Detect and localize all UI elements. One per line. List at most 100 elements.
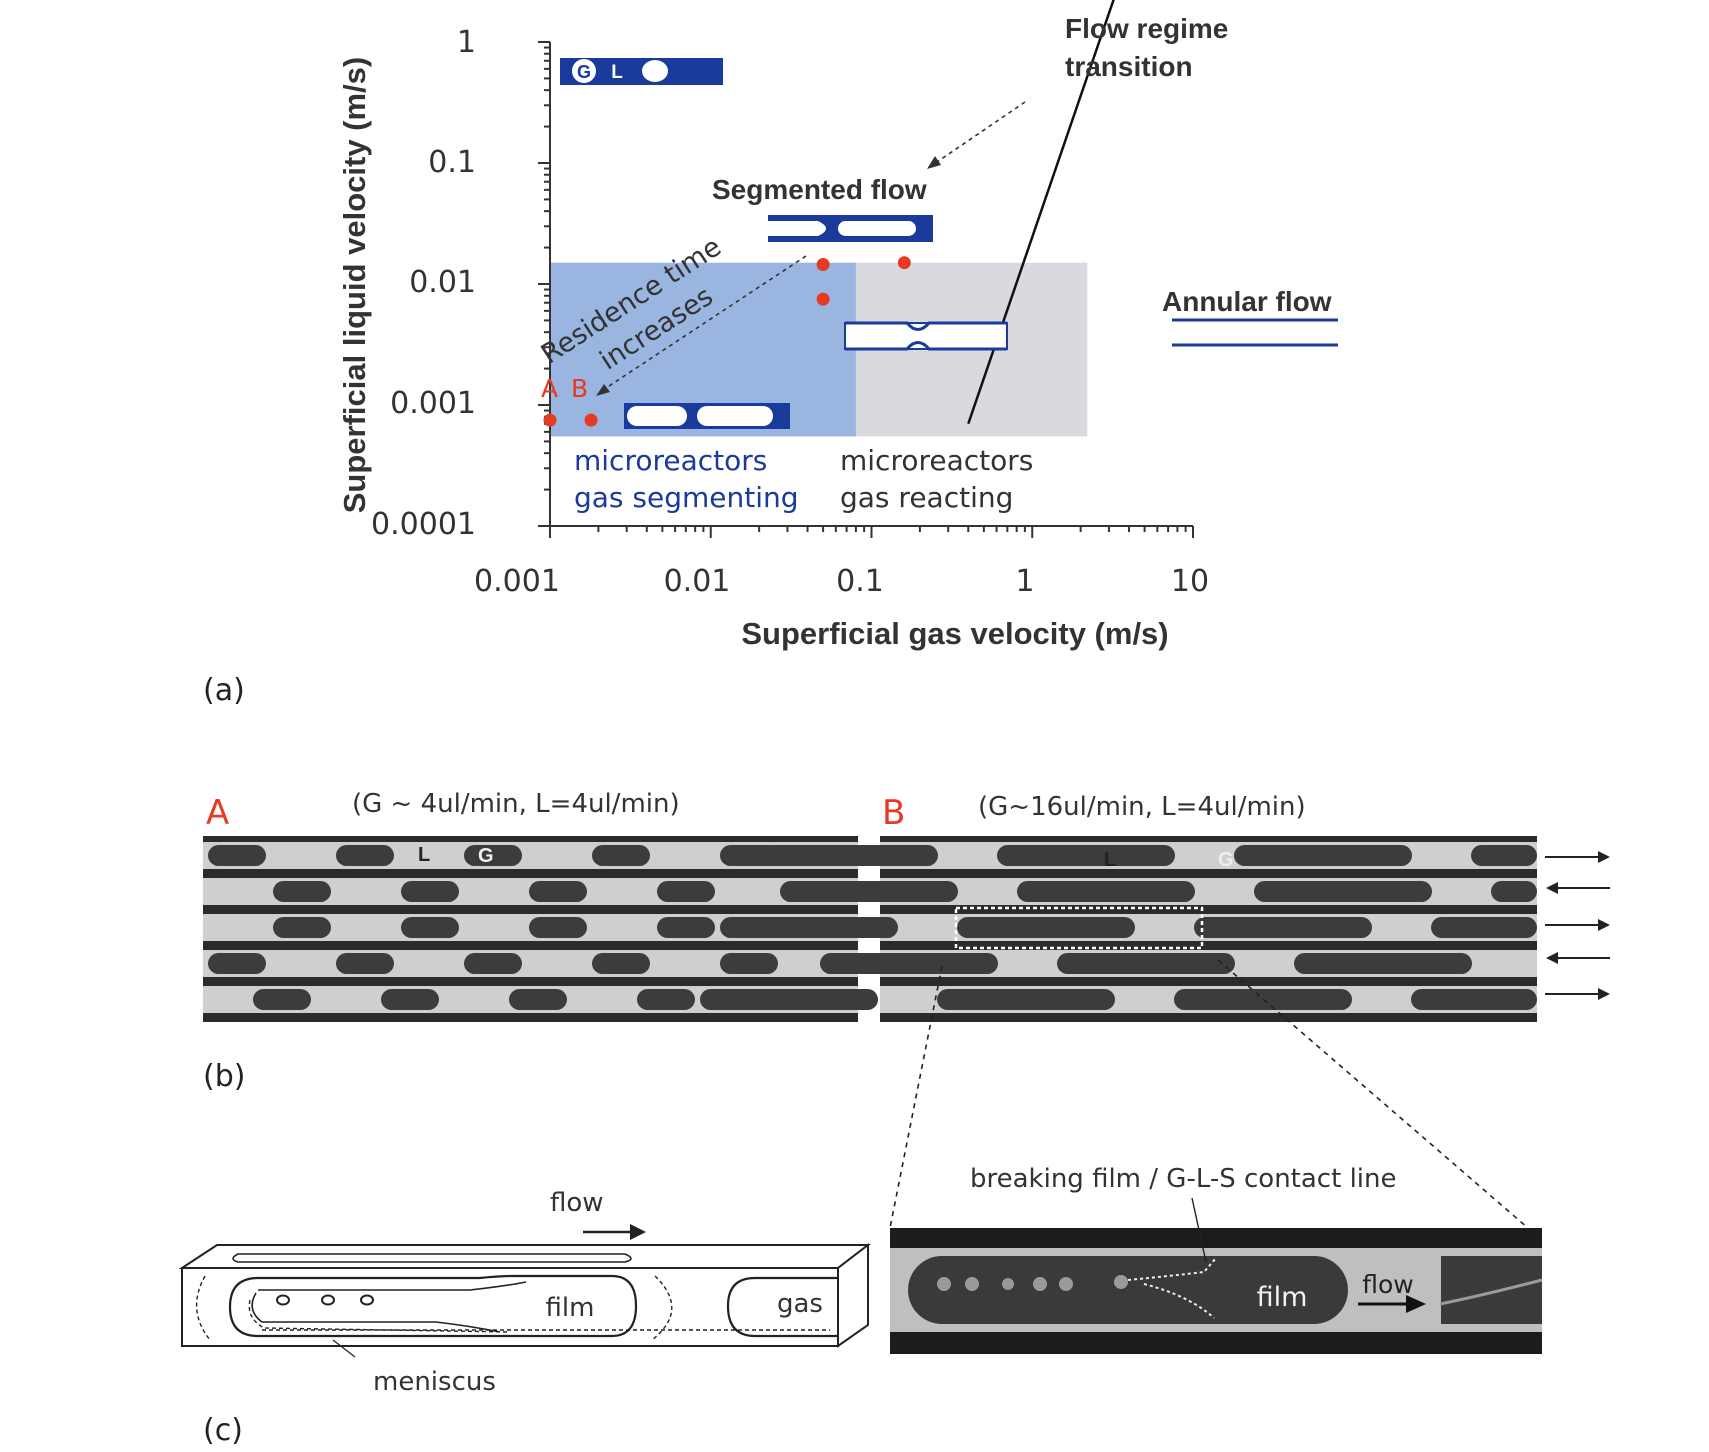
gas-plug — [760, 845, 938, 866]
y-tick-label: 0.1 — [428, 145, 476, 180]
gas-plug — [336, 845, 394, 866]
photo-a-title: (G ~ 4ul/min, L=4ul/min) — [352, 789, 680, 819]
chart-axes — [538, 41, 1194, 538]
gas-plug — [820, 953, 998, 974]
photo-b-letter: B — [882, 793, 905, 833]
panel-c-label: (c) — [203, 1413, 243, 1448]
gas-plug — [1491, 881, 1537, 902]
x-tick-label: 1 — [1015, 564, 1034, 599]
gas-plug — [208, 845, 266, 866]
x-tick-label: 0.001 — [474, 564, 560, 599]
segmenting-label-line1: microreactors — [574, 444, 767, 477]
zoom-projection-lines — [889, 959, 1529, 1229]
gas-plug — [592, 953, 650, 974]
gas-plug — [273, 881, 331, 902]
gas-plug — [1254, 881, 1432, 902]
residence-arrowhead-icon — [596, 384, 610, 396]
channel-schematic — [178, 1242, 871, 1358]
taylor-flow-icon — [624, 403, 790, 429]
x-tick-label: 10 — [1171, 564, 1209, 599]
data-point — [816, 292, 830, 306]
zoom-region-marker — [954, 906, 1204, 950]
icon-letter-g: G — [577, 62, 591, 82]
gas-plug — [336, 953, 394, 974]
channel-row — [880, 878, 1537, 905]
bubbly-flow-icon: G L — [560, 58, 723, 85]
flow-regime-label-line1: Flow regime — [1065, 13, 1228, 44]
gas-plug — [780, 881, 958, 902]
data-points — [543, 256, 911, 427]
y-tick-label: 1 — [457, 25, 476, 60]
gas-plug — [401, 917, 459, 938]
segmenting-label-line2: gas segmenting — [574, 481, 799, 514]
photo-b-title: (G~16ul/min, L=4ul/min) — [978, 792, 1306, 822]
photo-b-high-gas-flow — [700, 836, 1537, 1022]
gas-plug — [937, 989, 1115, 1010]
gas-plug — [657, 881, 715, 902]
flow-regime-arrowhead-icon — [927, 156, 941, 169]
gas-plug — [720, 917, 898, 938]
gas-plug — [1294, 953, 1472, 974]
data-point — [816, 257, 830, 271]
gas-plug — [529, 881, 587, 902]
gas-plug — [1234, 845, 1412, 866]
annular-flow-label: Annular flow — [1162, 286, 1332, 317]
segmented-flow-label: Segmented flow — [712, 174, 927, 205]
gas-plug — [720, 953, 778, 974]
annular-flow-icon — [1172, 318, 1338, 347]
x-tick-label: 0.01 — [664, 564, 731, 599]
gas-plug — [381, 989, 439, 1010]
photo-flow-label: flow — [1362, 1270, 1414, 1299]
gas-plug — [1017, 881, 1195, 902]
gas-plug — [592, 845, 650, 866]
schematic-gas-label: gas — [777, 1289, 823, 1319]
gas-plug — [1194, 917, 1372, 938]
gas-plug — [1057, 953, 1235, 974]
photo-a-g-label: G — [478, 845, 494, 867]
schematic-flow-arrowhead-icon — [630, 1224, 646, 1240]
breaking-film-pointer — [1191, 1197, 1207, 1263]
flow-regime-arrow — [933, 101, 1026, 165]
reacting-label-line1: microreactors — [840, 444, 1033, 477]
photo-a-letter: A — [206, 793, 229, 833]
data-point — [584, 413, 598, 427]
point-b-label: B — [571, 374, 588, 403]
data-point — [543, 413, 557, 427]
zoomed-photo — [890, 1228, 1543, 1354]
breaking-film-label: breaking film / G-L-S contact line — [970, 1164, 1397, 1194]
panel-b-label: (b) — [203, 1059, 245, 1094]
panel-a-chart: 1 0.1 0.01 0.001 0.0001 0.001 0.01 0.1 1… — [203, 0, 1338, 708]
reacting-label-line2: gas reacting — [840, 481, 1013, 514]
gas-plug — [273, 917, 331, 938]
meniscus-label: meniscus — [373, 1367, 496, 1397]
photo-b-l-label: L — [1104, 849, 1116, 871]
gas-plug — [637, 989, 695, 1010]
panel-a-label: (a) — [203, 673, 245, 708]
gas-plug — [957, 917, 1135, 938]
y-tick-label: 0.001 — [390, 386, 476, 421]
gas-plug — [657, 917, 715, 938]
gas-plug — [253, 989, 311, 1010]
x-axis-label: Superficial gas velocity (m/s) — [741, 616, 1168, 651]
panel-b: A (G ~ 4ul/min, L=4ul/min) B (G~16ul/min… — [203, 789, 1610, 1229]
gas-plug — [401, 881, 459, 902]
gas-plug — [1174, 989, 1352, 1010]
y-tick-label: 0.01 — [409, 265, 476, 300]
photo-film-label: film — [1257, 1282, 1308, 1313]
y-tick-label: 0.0001 — [371, 507, 476, 542]
photo-b-g-label: G — [1218, 849, 1234, 871]
x-tick-label: 0.1 — [836, 564, 884, 599]
gas-plug — [464, 845, 522, 866]
photo-flow-arrowhead-icon — [1406, 1295, 1426, 1313]
panel-c: flow film gas meniscus breaking film / G… — [178, 1164, 1543, 1448]
gas-plug — [1411, 989, 1537, 1010]
gas-plug — [1471, 845, 1537, 866]
y-axis-label: Superficial liquid velocity (m/s) — [337, 57, 372, 514]
gas-plug — [1431, 917, 1537, 938]
gas-plug — [997, 845, 1175, 866]
gas-plug — [529, 917, 587, 938]
icon-letter-l: L — [611, 62, 623, 83]
residence-arrow — [599, 255, 807, 393]
schematic-flow-label: flow — [550, 1188, 604, 1218]
segmented-flow-icon — [768, 215, 933, 242]
